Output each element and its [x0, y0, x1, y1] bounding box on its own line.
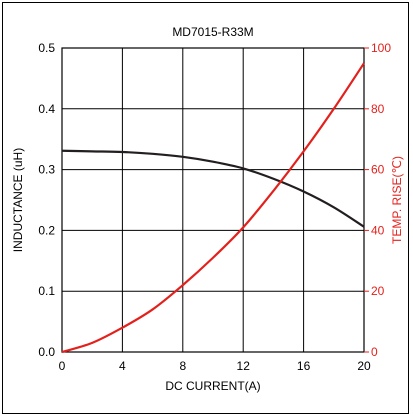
y2-tick-label: 20 [371, 284, 385, 298]
y-axis-label: INDUCTANCE (uH) [11, 148, 25, 252]
y2-tick-label: 100 [371, 41, 391, 55]
inductance-line [61, 149, 365, 228]
y2-axis-label: TEMP. RISE(℃) [390, 156, 404, 244]
chart-frame [2, 2, 409, 414]
y2-tick-label: 80 [371, 102, 385, 116]
x-tick-label: 12 [237, 359, 251, 373]
x-axis-label: DC CURRENT(A) [165, 379, 260, 393]
y-tick-label: 0.3 [38, 163, 55, 177]
y2-tick-label: 0 [371, 345, 378, 359]
temperature-rise-line [61, 62, 365, 354]
y-tick-label: 0.4 [38, 102, 55, 116]
y-tick-label: 0.2 [38, 223, 55, 237]
x-tick-label: 20 [357, 359, 371, 373]
y-tick-label: 0.1 [38, 284, 55, 298]
plot-area-border [61, 47, 365, 353]
chart-title: MD7015-R33M [172, 25, 253, 39]
y2-tick-label: 40 [371, 223, 385, 237]
x-tick-label: 4 [119, 359, 126, 373]
x-tick-label: 0 [59, 359, 66, 373]
y-tick-label: 0.5 [38, 41, 55, 55]
y-tick-label: 0.0 [38, 345, 55, 359]
x-tick-label: 8 [179, 359, 186, 373]
y2-tick-label: 60 [371, 163, 385, 177]
x-tick-label: 16 [297, 359, 311, 373]
